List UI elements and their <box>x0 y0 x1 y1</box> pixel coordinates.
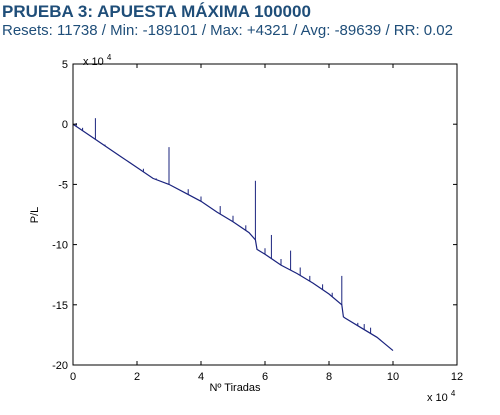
y-tick-label: -20 <box>52 360 68 372</box>
x-multiplier-base: x 10 <box>427 392 448 404</box>
plot-frame <box>72 63 458 366</box>
series-layer <box>72 118 394 352</box>
x-tick-label: 4 <box>198 371 204 383</box>
x-tick-label: 8 <box>326 371 332 383</box>
y-tick-label: 0 <box>62 119 68 131</box>
stats-summary: Resets: 11738 / Min: -189101 / Max: +432… <box>2 22 453 39</box>
x-tick-label: 12 <box>451 371 463 383</box>
y-axis-multiplier: x 10 4 <box>83 53 112 68</box>
y-tick-label: -10 <box>52 240 68 252</box>
y-multiplier-base: x 10 <box>83 56 104 68</box>
y-multiplier-exponent: 4 <box>107 53 112 62</box>
x-tick-label: 0 <box>70 371 76 383</box>
x-tick-label: 2 <box>134 371 140 383</box>
series-line <box>72 123 394 352</box>
x-multiplier-exponent: 4 <box>451 389 456 398</box>
page-title: PRUEBA 3: APUESTA MÁXIMA 100000 <box>2 2 311 21</box>
y-axis-label: P/L <box>29 207 41 224</box>
y-tick-label: -15 <box>52 300 68 312</box>
axes-layer <box>72 63 458 366</box>
y-tick-label: -5 <box>58 179 68 191</box>
x-axis-label: Nº Tiradas <box>209 382 261 394</box>
x-axis-multiplier: x 10 4 <box>427 389 456 404</box>
x-tick-label: 10 <box>387 371 399 383</box>
y-tick-label: 5 <box>62 59 68 71</box>
ticks-layer: 0 2 4 6 8 10 12 -20 -15 -10 -5 0 5 <box>52 59 463 383</box>
x-tick-label: 6 <box>262 371 268 383</box>
